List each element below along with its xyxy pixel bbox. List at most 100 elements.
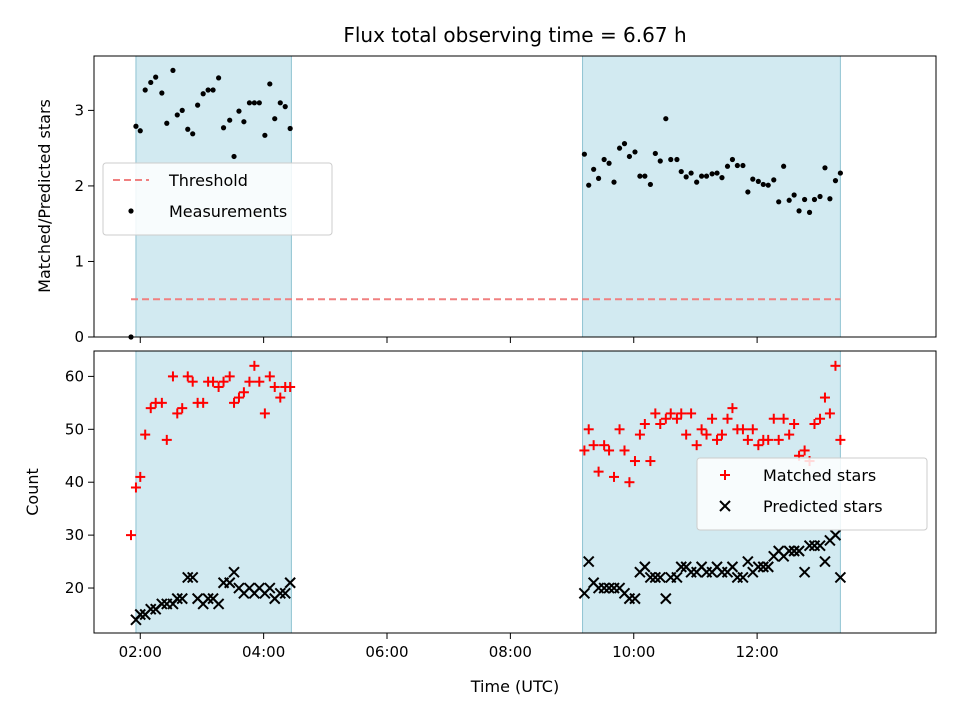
predicted-stars-point-b — [639, 561, 651, 573]
predicted-stars-point-b — [156, 598, 168, 610]
matched-stars-point — [285, 381, 296, 392]
measurements-point — [179, 107, 185, 113]
predicted-stars-point-b — [788, 545, 800, 557]
measurements-point — [729, 156, 736, 163]
predicted-stars-point-b — [587, 577, 600, 589]
measurements-point — [781, 163, 787, 169]
predicted-stars-point-b — [279, 587, 291, 600]
matched-stars-point — [634, 429, 645, 440]
measurements-point — [740, 162, 746, 169]
measurements-point — [703, 173, 710, 179]
matched-stars-point — [763, 434, 774, 445]
matched-stars-point — [172, 408, 183, 419]
measurements-point — [683, 174, 689, 180]
measurements-point — [277, 100, 283, 106]
x-tick-label: 12:00 — [735, 643, 778, 661]
matched-stars-point — [809, 419, 820, 430]
measurements-point — [586, 182, 592, 188]
measurements-point — [236, 108, 242, 114]
bottom-legend: Matched stars Predicted stars — [696, 457, 928, 531]
predicted-stars-point-b — [618, 587, 631, 600]
matched-stars-point — [727, 403, 738, 414]
predicted-stars-point — [762, 561, 774, 573]
matched-stars-point — [249, 360, 260, 371]
matched-stars-point — [140, 429, 151, 440]
predicted-stars-point — [156, 598, 168, 610]
measurements-point — [806, 209, 813, 215]
matched-stars-point — [737, 424, 748, 435]
matched-stars-point — [660, 413, 671, 424]
measurements-point — [133, 123, 139, 129]
predicted-stars-point — [171, 592, 183, 605]
predicted-stars-point-b — [603, 582, 615, 594]
predicted-stars-point — [228, 566, 240, 578]
measurements-point — [256, 100, 262, 106]
measurements-point — [142, 87, 148, 93]
predicted-stars-point — [603, 582, 615, 594]
measurements-point — [637, 173, 643, 179]
matched-stars-point — [187, 376, 198, 387]
measurements-point — [170, 67, 176, 73]
measurements-point — [652, 150, 658, 157]
x-tick-label: 06:00 — [365, 643, 408, 661]
predicted-stars-point-b — [711, 561, 723, 573]
matched-stars-point — [126, 530, 137, 541]
legend-matched-stars-label: Matched stars — [763, 466, 876, 485]
matched-stars-point — [645, 456, 656, 467]
matched-stars-point — [712, 434, 723, 445]
matched-stars-point — [182, 371, 193, 382]
measurements-point — [647, 181, 653, 188]
predicted-stars-point-b — [772, 545, 785, 557]
matched-stars-point — [742, 434, 753, 445]
measurements-point — [663, 116, 669, 122]
predicted-stars-point — [598, 582, 610, 594]
matched-stars-point — [747, 424, 758, 435]
measurements-point — [164, 120, 170, 126]
top-panel: 0 1 2 3 Matched/Predicted stars Threshold Me… — [35, 55, 937, 346]
matched-stars-point — [835, 434, 846, 445]
matched-stars-point — [784, 429, 795, 440]
legend-predicted-stars-label: Predicted stars — [763, 497, 883, 516]
predicted-stars-point — [649, 571, 662, 584]
measurements-point — [190, 131, 196, 137]
measurements-point — [837, 170, 843, 176]
measurements-point — [674, 156, 680, 163]
top-legend-box — [102, 162, 333, 236]
matched-stars-point — [614, 424, 625, 435]
predicted-stars-point-b — [649, 571, 662, 584]
matched-stars-point — [707, 413, 718, 424]
predicted-stars-point-b — [834, 571, 847, 584]
predicted-stars-point-b — [644, 571, 657, 584]
matched-stars-point — [233, 392, 244, 403]
predicted-stars-point-b — [223, 577, 236, 589]
measurements-point — [668, 156, 674, 163]
top-panel-frame — [93, 55, 937, 338]
predicted-stars-point-b — [171, 592, 183, 605]
predicted-stars-point — [660, 592, 672, 605]
x-tick-label: 02:00 — [119, 643, 162, 661]
predicted-stars-point-b — [695, 561, 708, 573]
predicted-stars-point — [814, 539, 826, 552]
legend-predicted-stars-swatch-b — [719, 500, 731, 512]
matched-stars-point — [156, 397, 167, 408]
predicted-stars-point — [279, 587, 291, 600]
matched-stars-point — [819, 392, 830, 403]
predicted-stars-point-b — [660, 592, 672, 605]
predicted-stars-point-b — [274, 587, 286, 600]
matched-stars-point — [665, 408, 676, 419]
predicted-stars-point-b — [264, 582, 276, 594]
predicted-stars-point — [737, 571, 749, 584]
measurements-point — [714, 170, 720, 176]
predicted-stars-point — [742, 555, 754, 568]
predicted-stars-point — [752, 561, 765, 573]
matched-stars-point — [799, 445, 810, 456]
measurements-point — [159, 90, 165, 96]
legend-measurements-label: Measurements — [169, 202, 287, 221]
bottom-y-tick-label: 20 — [65, 579, 84, 597]
predicted-stars-point-b — [803, 539, 816, 552]
matched-stars-point — [824, 408, 835, 419]
measurements-point — [200, 91, 206, 97]
predicted-stars-point-b — [742, 555, 754, 568]
predicted-stars-point-b — [202, 592, 214, 605]
matched-stars-point — [604, 445, 615, 456]
